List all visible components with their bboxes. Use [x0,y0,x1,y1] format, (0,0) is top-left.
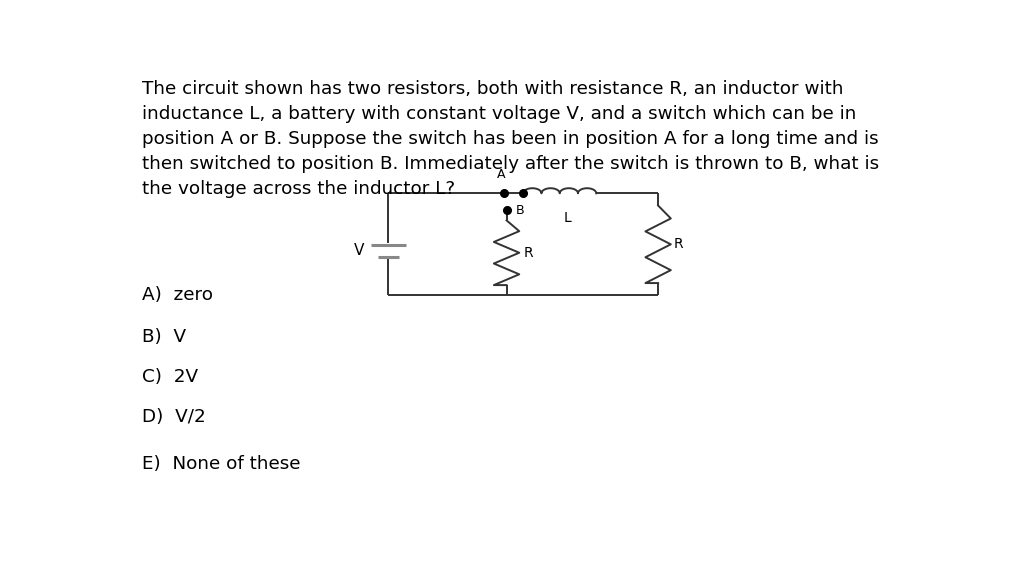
Text: The circuit shown has two resistors, both with resistance R, an inductor with
in: The circuit shown has two resistors, bot… [142,80,880,198]
Text: R: R [674,237,684,251]
Text: A: A [497,168,505,181]
Text: B)  V: B) V [142,328,186,346]
Text: D)  V/2: D) V/2 [142,408,206,426]
Text: B: B [516,204,524,217]
Text: L: L [564,211,571,225]
Text: A)  zero: A) zero [142,286,213,304]
Text: R: R [524,246,534,260]
Text: V: V [354,244,365,259]
Text: C)  2V: C) 2V [142,369,199,386]
Text: E)  None of these: E) None of these [142,455,301,473]
